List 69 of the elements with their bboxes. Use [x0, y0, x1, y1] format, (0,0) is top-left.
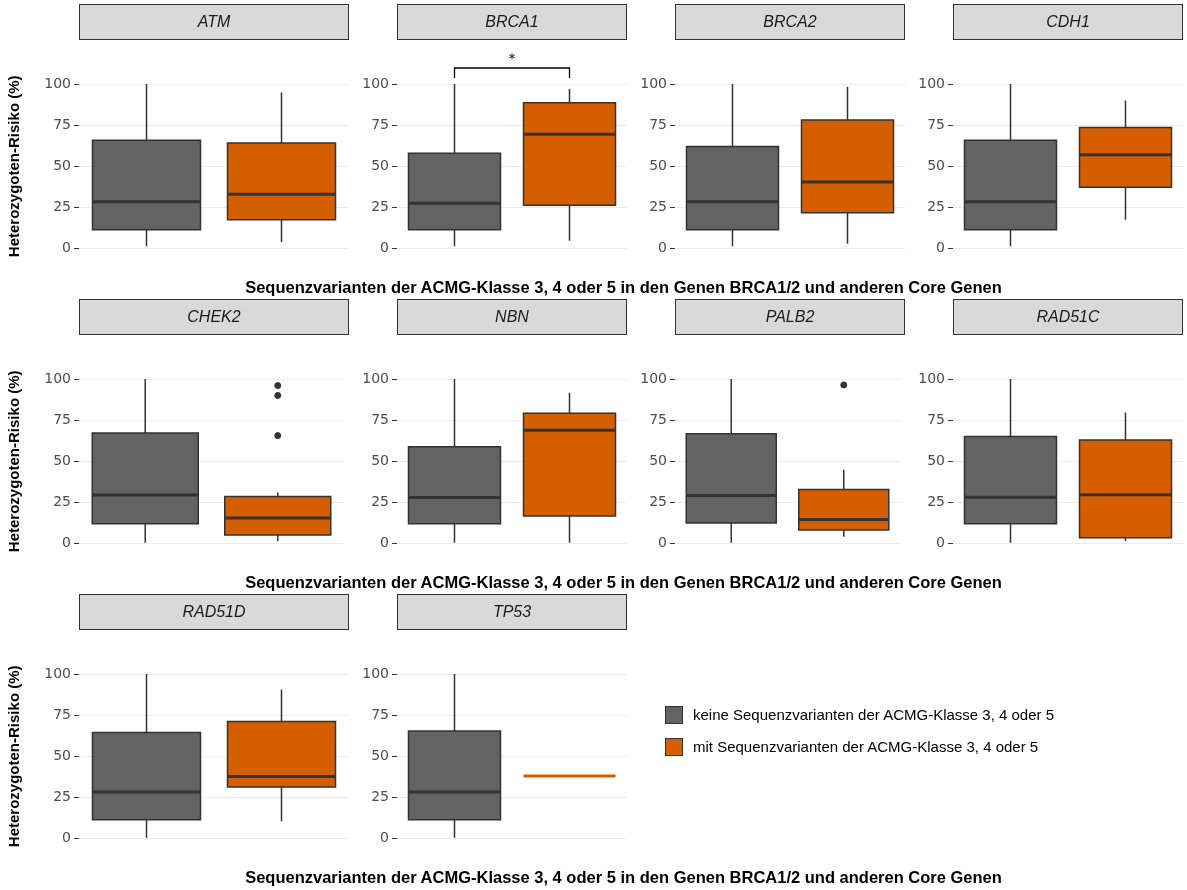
- x-axis-title: Sequenzvarianten der ACMG-Klasse 3, 4 oder 5 in den Genen BRCA1/2 und anderen Core Genen: [244, 277, 1003, 298]
- chart-title: TP53: [397, 594, 627, 630]
- y-tick-label: 50: [53, 746, 71, 763]
- chart-title: RAD51D: [79, 594, 349, 630]
- y-tick-label: 100: [362, 369, 389, 386]
- chart-title: PALB2: [675, 299, 905, 335]
- y-tick-label: 50: [649, 156, 667, 173]
- chart-title: BRCA2: [675, 4, 905, 40]
- y-tick-label: 75: [53, 705, 71, 722]
- y-tick-label: 75: [53, 115, 71, 132]
- y-tick-label: 75: [53, 410, 71, 427]
- x-axis-title: Sequenzvarianten der ACMG-Klasse 3, 4 oder 5 in den Genen BRCA1/2 und anderen Core Genen: [244, 572, 1003, 593]
- y-tick-label: 75: [927, 115, 945, 132]
- y-tick-label: 100: [44, 369, 71, 386]
- y-tick-label: 100: [362, 664, 389, 681]
- y-tick-label: 75: [371, 705, 389, 722]
- legend-label: keine Sequenzvarianten der ACMG-Klasse 3, 4 oder 5: [693, 706, 1055, 723]
- y-tick-label: 50: [53, 451, 71, 468]
- y-tick-label: 50: [371, 156, 389, 173]
- y-tick-label: 25: [649, 198, 667, 215]
- y-tick-label: 50: [927, 451, 945, 468]
- y-tick-label: 50: [371, 746, 389, 763]
- y-tick-label: 100: [918, 74, 945, 91]
- y-tick-label: 25: [927, 493, 945, 510]
- y-tick-label: 50: [649, 451, 667, 468]
- y-tick-label: 25: [649, 493, 667, 510]
- y-tick-label: 25: [927, 198, 945, 215]
- chart-title: NBN: [397, 299, 627, 335]
- chart-title: RAD51C: [953, 299, 1183, 335]
- y-tick-label: 75: [927, 410, 945, 427]
- y-tick-label: 0: [380, 829, 389, 846]
- y-tick-label: 25: [53, 788, 71, 805]
- y-tick-label: 75: [649, 410, 667, 427]
- chart-title: BRCA1: [397, 4, 627, 40]
- y-tick-label: 50: [371, 451, 389, 468]
- chart-title: CHEK2: [79, 299, 349, 335]
- y-tick-label: 100: [44, 664, 71, 681]
- y-axis-title: Heterozygoten-Risiko (%): [5, 370, 23, 553]
- y-tick-label: 100: [362, 74, 389, 91]
- y-tick-label: 0: [62, 534, 71, 551]
- legend-label: mit Sequenzvarianten der ACMG-Klasse 3, 4 oder 5: [693, 738, 1039, 755]
- y-tick-label: 0: [62, 829, 71, 846]
- y-tick-label: 75: [649, 115, 667, 132]
- chart-title: ATM: [79, 4, 349, 40]
- y-tick-label: 100: [44, 74, 71, 91]
- y-tick-label: 75: [371, 115, 389, 132]
- y-tick-label: 0: [658, 534, 667, 551]
- y-tick-label: 50: [927, 156, 945, 173]
- y-tick-label: 0: [380, 239, 389, 256]
- y-axis-title: Heterozygoten-Risiko (%): [5, 665, 23, 848]
- y-tick-label: 50: [53, 156, 71, 173]
- chart-title: CDH1: [953, 4, 1183, 40]
- x-axis-title: Sequenzvarianten der ACMG-Klasse 3, 4 oder 5 in den Genen BRCA1/2 und anderen Core Genen: [244, 867, 1003, 888]
- y-tick-label: 75: [371, 410, 389, 427]
- y-tick-label: 0: [936, 239, 945, 256]
- y-tick-label: 0: [936, 534, 945, 551]
- y-tick-label: 0: [62, 239, 71, 256]
- text: *: [508, 49, 516, 66]
- y-tick-label: 25: [53, 493, 71, 510]
- y-tick-label: 100: [640, 369, 667, 386]
- y-tick-label: 25: [53, 198, 71, 215]
- y-tick-label: 0: [380, 534, 389, 551]
- y-axis-title: Heterozygoten-Risiko (%): [5, 75, 23, 258]
- y-tick-label: 25: [371, 198, 389, 215]
- y-tick-label: 100: [918, 369, 945, 386]
- y-tick-label: 0: [658, 239, 667, 256]
- y-tick-label: 100: [640, 74, 667, 91]
- y-tick-label: 25: [371, 788, 389, 805]
- y-tick-label: 25: [371, 493, 389, 510]
